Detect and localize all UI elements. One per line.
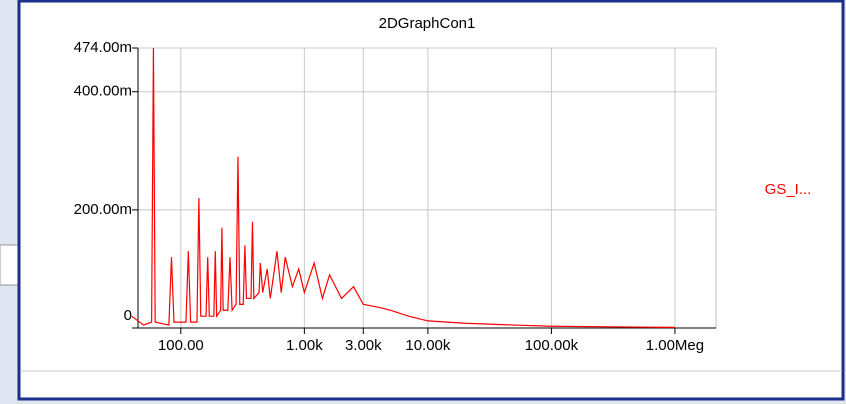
x-tick-label: 100.00k (525, 337, 579, 354)
y-tick-label: 0 (124, 307, 132, 324)
chart-title: 2DGraphCon1 (379, 15, 476, 32)
side-panel (0, 244, 21, 286)
x-tick-label: 10.00k (405, 337, 451, 354)
x-tick-label: 1.00Meg (646, 337, 704, 354)
plot-area (137, 47, 717, 329)
y-tick-label: 474.00m (74, 39, 132, 56)
x-tick-label: 3.00k (345, 337, 382, 354)
x-tick-label: 1.00k (286, 337, 323, 354)
legend-entry: GS_I... (765, 181, 812, 198)
series-line (131, 47, 675, 329)
y-tick-label: 400.00m (74, 83, 132, 100)
x-tick-label: 100.00 (158, 337, 204, 354)
y-tick-label: 200.00m (74, 201, 132, 218)
